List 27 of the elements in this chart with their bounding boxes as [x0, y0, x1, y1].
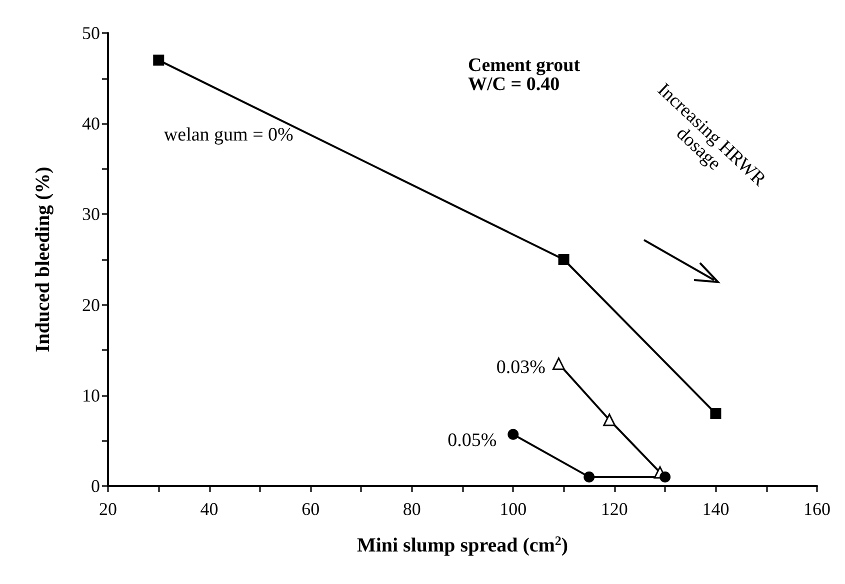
- x-tick-label: 20: [99, 499, 117, 519]
- x-tick-label: 40: [200, 499, 218, 519]
- series-label: welan gum = 0%: [164, 124, 294, 146]
- y-tick-label: 20: [82, 294, 100, 315]
- point: [508, 428, 519, 440]
- x-tick-label: 100: [500, 499, 527, 519]
- point: [584, 471, 595, 482]
- series-label: 0.03%: [496, 357, 546, 378]
- x-tick-label: 160: [804, 499, 830, 519]
- annotation: Cement grout W/C = 0.40: [468, 55, 581, 95]
- point: [552, 357, 565, 370]
- y-tick-label: 10: [82, 385, 100, 406]
- point: [660, 471, 671, 482]
- x-tick-label: 60: [302, 499, 320, 519]
- y-tick-label: 40: [82, 114, 100, 134]
- x-tick-label: 120: [600, 499, 628, 519]
- point: [603, 414, 616, 426]
- point: [710, 408, 722, 420]
- y-tick-label: 50: [82, 23, 100, 43]
- point: [153, 54, 164, 66]
- y-tick-label: 30: [82, 204, 100, 224]
- x-tick-label: 140: [702, 499, 730, 519]
- x-tick-label: 80: [402, 499, 421, 519]
- y-axis-title: Induced bleeding (%): [32, 166, 54, 352]
- y-tick-label: 0: [91, 476, 100, 496]
- series-label: 0.05%: [448, 430, 497, 451]
- point: [558, 254, 570, 265]
